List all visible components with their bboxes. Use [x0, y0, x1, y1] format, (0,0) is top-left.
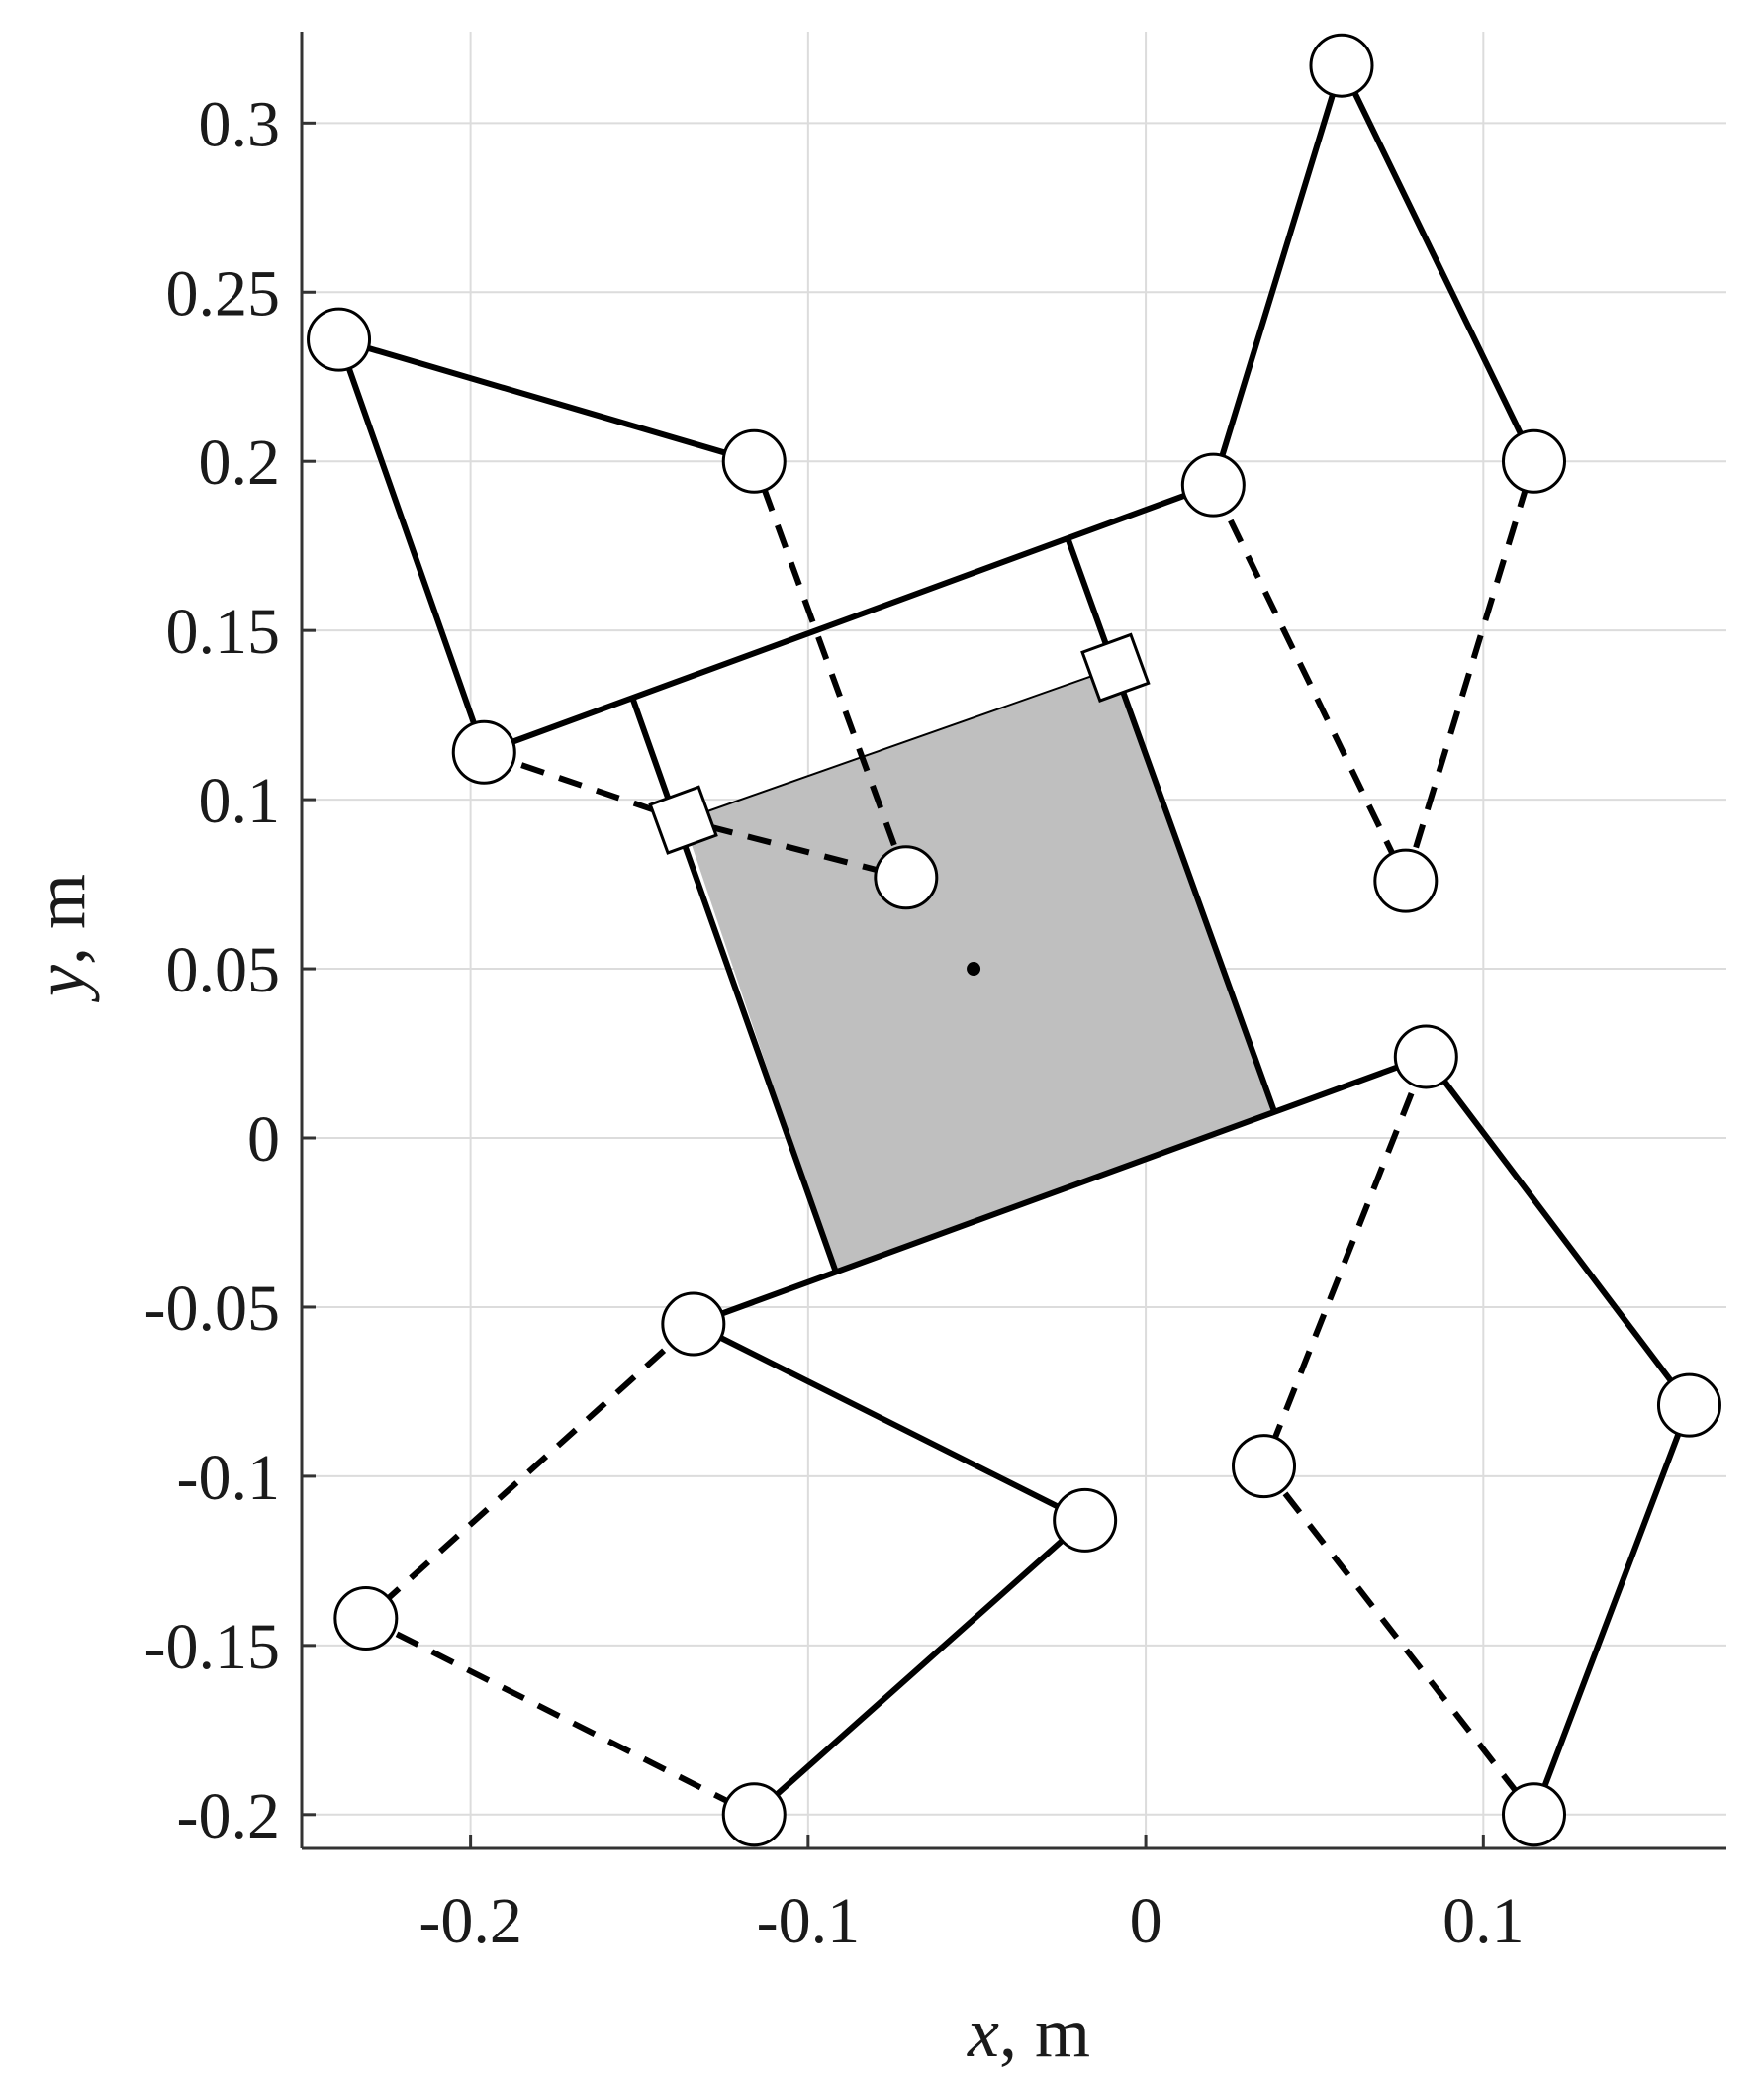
x-tick-label: -0.2: [418, 1885, 521, 1957]
y-tick-label: 0.2: [199, 426, 281, 499]
x-tick-label: 0: [1130, 1885, 1162, 1957]
frame-right-post: [1065, 535, 1277, 1114]
y-tick-label: 0.15: [166, 596, 281, 668]
y-tick-label: -0.2: [177, 1780, 280, 1852]
y-tick-label: 0.3: [199, 88, 281, 160]
joint-circle: [307, 307, 372, 372]
axes: [300, 32, 1726, 1850]
dashed-link: [360, 1321, 756, 1818]
frame-left-post: [629, 695, 839, 1274]
frame-top-bar: [481, 482, 1217, 756]
x-axis-label: x, m: [967, 1993, 1090, 2072]
joint-circle: [661, 1291, 726, 1357]
body-center-point: [967, 962, 981, 977]
solid-link: [333, 334, 758, 756]
joint-circle: [1180, 452, 1246, 518]
joint-circle: [1656, 1372, 1721, 1438]
x-tick-label: -0.1: [757, 1885, 860, 1957]
anchor-square: [648, 785, 718, 855]
joint-circle: [333, 1586, 399, 1651]
y-tick-label: 0.25: [166, 257, 281, 330]
solid-link: [1423, 1053, 1693, 1818]
joint-circle: [874, 845, 939, 910]
joint-circle: [1393, 1024, 1458, 1089]
tick-labels: -0.2 -0.1 0 0.1 -0.2 -0.15 -0.1 -0.05 0 0.05 0.1 0.…: [144, 88, 1525, 1957]
solid-link: [1210, 57, 1537, 489]
y-tick-label: -0.05: [144, 1273, 280, 1345]
joint-circle: [1309, 33, 1374, 98]
y-tick-label: 0.1: [199, 765, 281, 837]
platform-top-edge: [683, 666, 1116, 821]
frame-bottom-bar: [690, 1053, 1430, 1328]
y-tick-label: 0: [247, 1103, 280, 1176]
anchor-square: [1080, 632, 1151, 704]
dashed-link: [483, 460, 911, 883]
joint-circle: [1232, 1434, 1297, 1499]
dashed-link: [1210, 460, 1537, 890]
y-tick-label: 0.05: [166, 934, 281, 1006]
joint-circle: [721, 428, 787, 494]
solid-link: [690, 1321, 1090, 1818]
y-tick-label: -0.1: [177, 1442, 280, 1514]
dashed-link: [1260, 1055, 1536, 1817]
joint-circle: [721, 1782, 787, 1847]
joint-circle: [1373, 848, 1439, 913]
joint-circle: [451, 719, 516, 785]
y-axis-label: y, m: [21, 874, 100, 1003]
grid: [302, 32, 1726, 1848]
x-tick-label: 0.1: [1442, 1885, 1525, 1957]
joints: [307, 33, 1721, 1847]
y-tick-label: -0.15: [144, 1611, 280, 1683]
joint-circle: [1501, 428, 1566, 494]
joint-circle: [1053, 1487, 1118, 1553]
joint-circle: [1501, 1782, 1566, 1847]
